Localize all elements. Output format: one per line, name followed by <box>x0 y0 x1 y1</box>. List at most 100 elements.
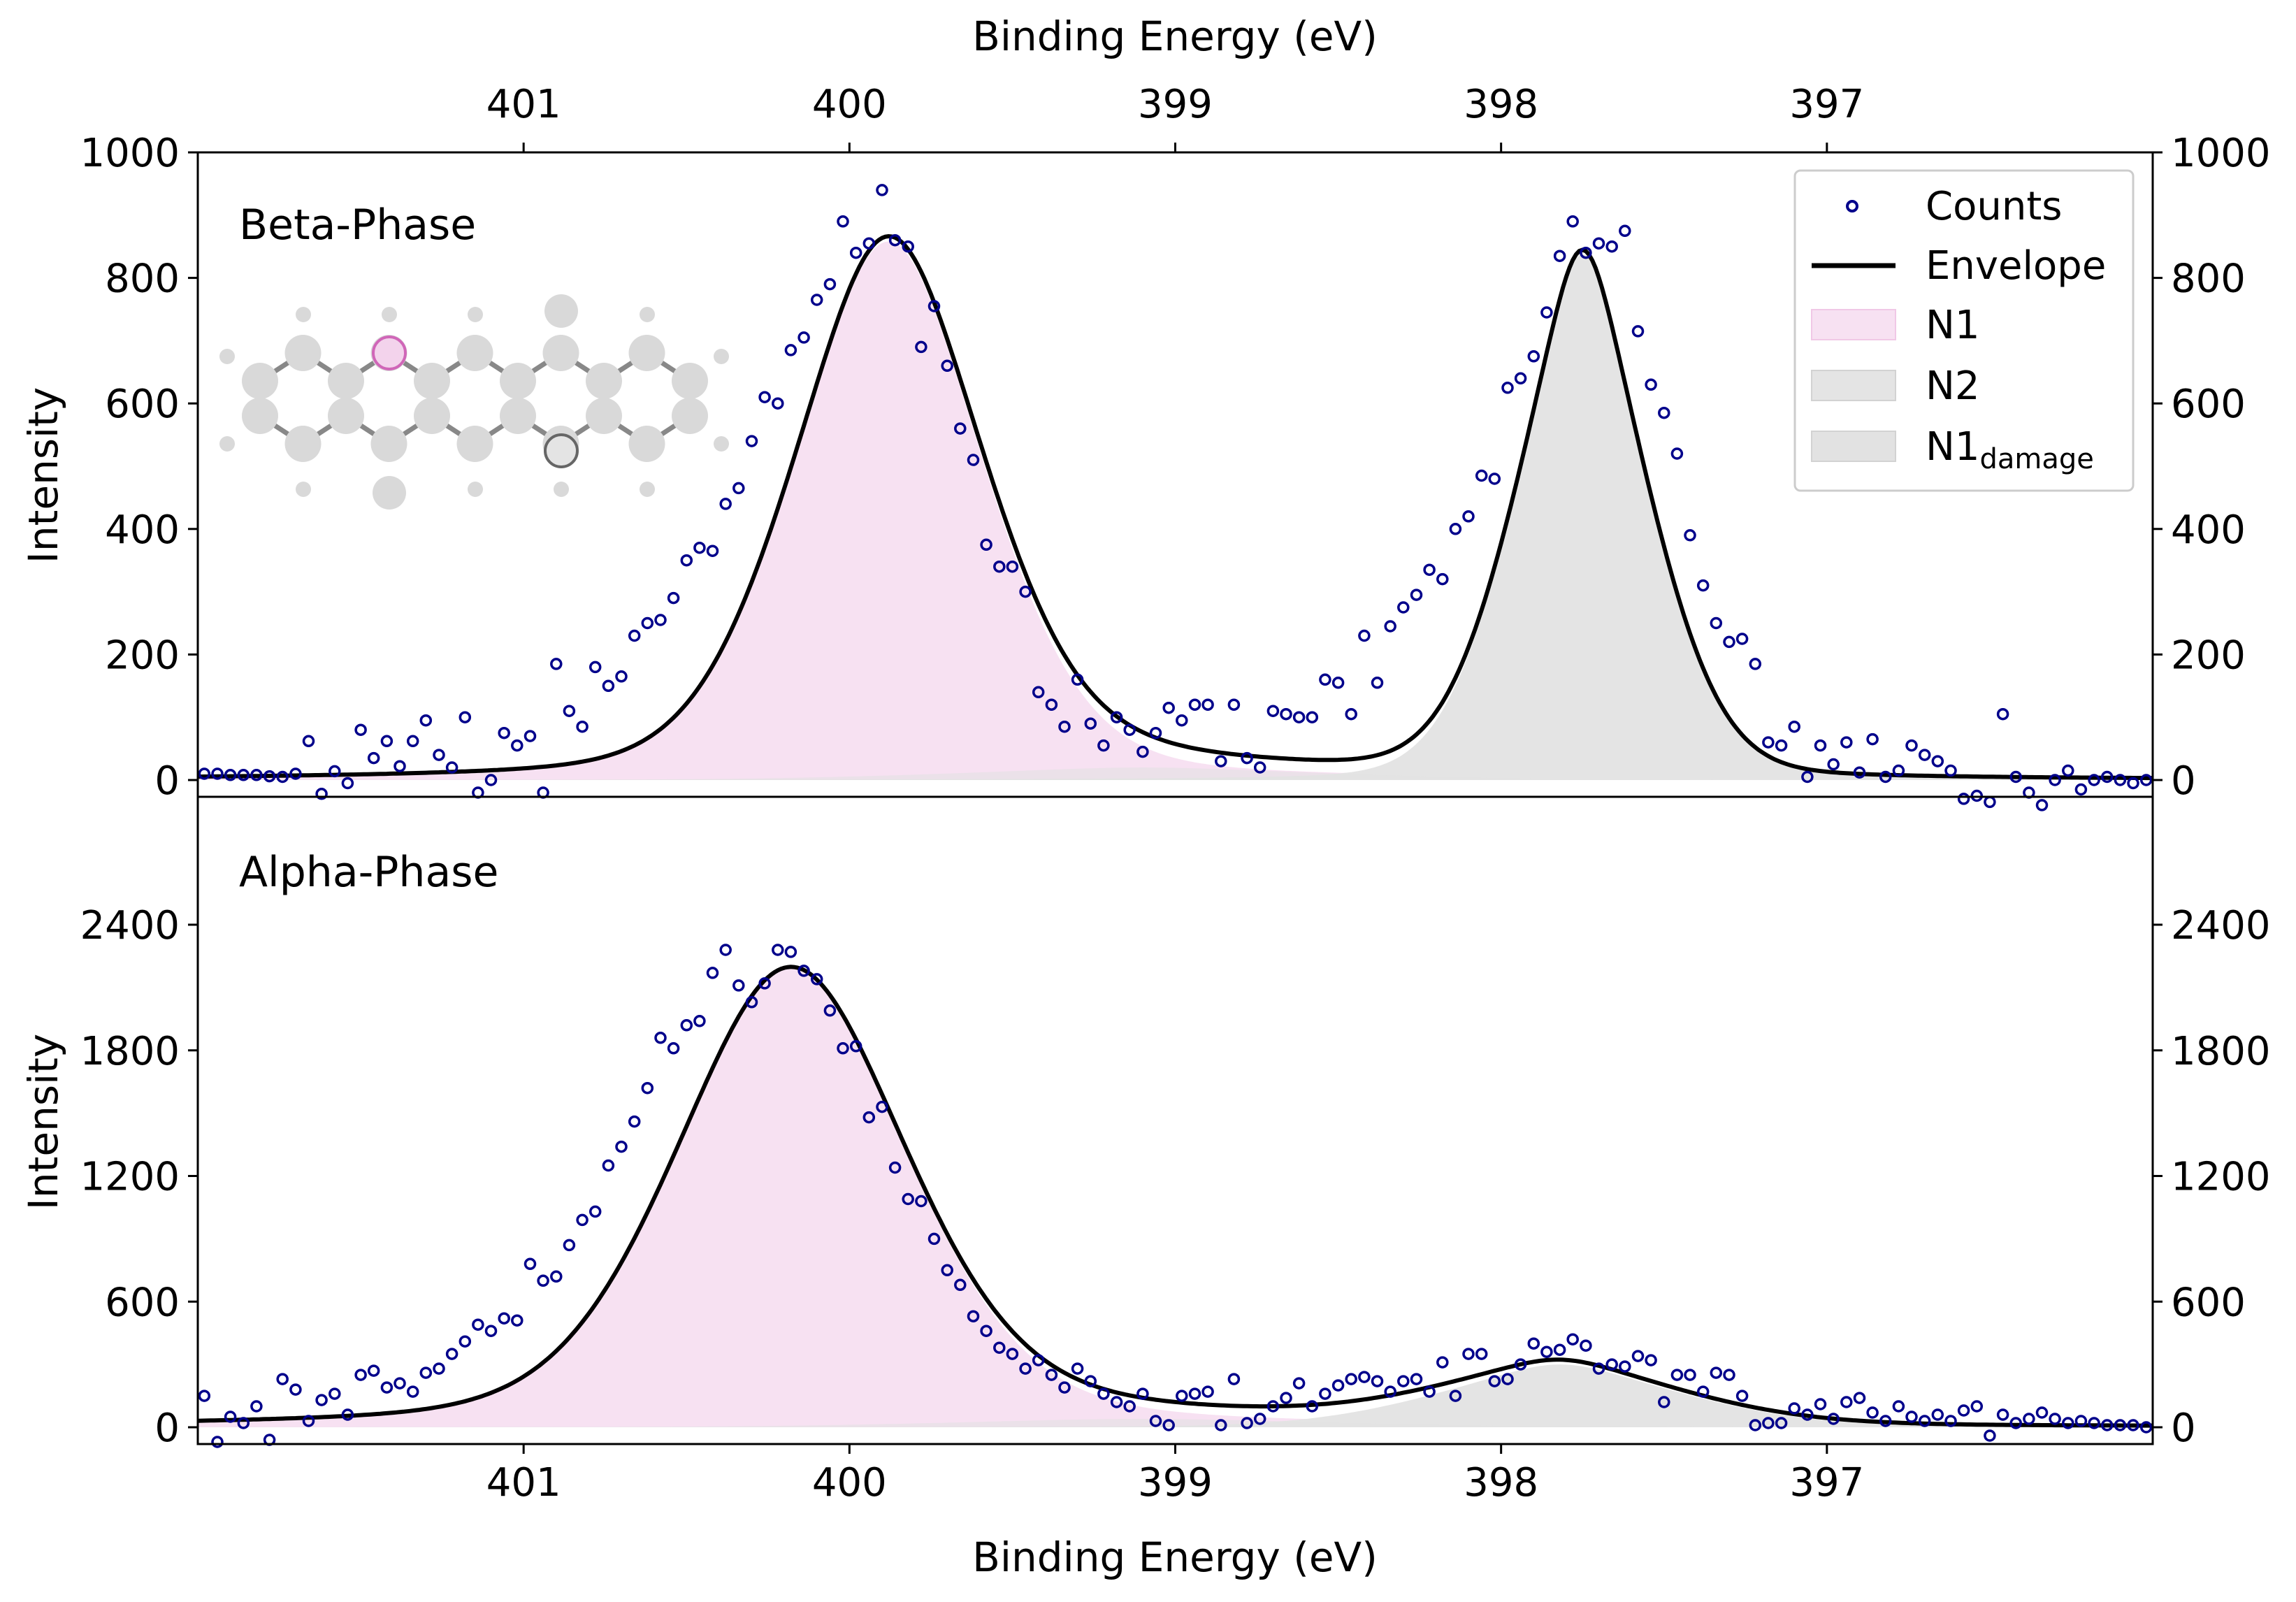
bottom-count-point <box>459 1335 472 1348</box>
top-count-point <box>2088 774 2100 786</box>
top-count-point <box>1619 224 1631 238</box>
bottom-count-point <box>1162 1419 1175 1431</box>
top-count-point <box>849 246 862 259</box>
bottom-count-point <box>2114 1419 2127 1431</box>
bottom-count-point <box>1905 1410 1918 1423</box>
bottom-y-tick-label-right: 1200 <box>2171 1155 2271 1200</box>
top-count-point <box>862 237 876 250</box>
top-count-point <box>1071 673 1084 686</box>
top-count-point <box>641 616 654 630</box>
bottom-count-point <box>772 944 784 956</box>
top-count-point <box>1423 563 1436 576</box>
top-count-point <box>198 767 211 780</box>
bottom-count-point <box>1436 1356 1449 1369</box>
top-count-point <box>1905 739 1918 752</box>
bottom-count-point <box>1918 1415 1931 1427</box>
top-count-point <box>1879 770 1892 784</box>
bottom-count-point <box>1853 1392 1866 1404</box>
top-count-point <box>1566 215 1579 228</box>
molecule-carbon-atom <box>628 426 665 462</box>
top-count-point <box>1488 472 1501 485</box>
molecule-hydrogen-atom <box>296 307 311 322</box>
bottom-count-point <box>589 1205 602 1218</box>
bottom-count-point <box>1788 1402 1800 1415</box>
bottom-count-point <box>1319 1387 1331 1400</box>
top-count-point <box>289 767 302 780</box>
top-count-point <box>837 215 849 228</box>
bottom-count-point <box>1658 1396 1670 1408</box>
bottom-count-point <box>341 1408 354 1421</box>
bottom-count-point <box>1058 1381 1071 1394</box>
top-count-point <box>419 714 433 727</box>
bottom-count-point <box>980 1325 992 1337</box>
top-count-point <box>1215 755 1227 767</box>
top-count-point <box>1918 749 1931 761</box>
bottom-count-point <box>1215 1419 1227 1431</box>
top-count-point <box>1045 698 1058 711</box>
molecule-structure-icon <box>219 294 729 510</box>
bottom-count-point <box>2009 1417 2022 1429</box>
bottom-count-point <box>1931 1408 1944 1421</box>
top-count-point <box>1827 758 1840 771</box>
bottom-count-point <box>1032 1354 1045 1366</box>
top-count-point <box>511 739 524 752</box>
molecule-carbon-atom <box>328 363 364 399</box>
top-count-point <box>1449 523 1462 535</box>
bottom-count-point <box>394 1377 406 1390</box>
bottom-count-point <box>1527 1337 1540 1350</box>
bottom-count-point <box>2139 1421 2153 1434</box>
bottom-count-point <box>1996 1408 2009 1421</box>
bottom-count-point <box>1957 1404 1970 1417</box>
bottom-count-point <box>406 1385 419 1398</box>
bottom-count-point <box>1514 1358 1527 1371</box>
legend-n1-damage-label: N1damage <box>1926 424 2094 475</box>
bottom-count-point <box>641 1081 654 1095</box>
bottom-count-point <box>902 1192 914 1206</box>
top-count-point <box>667 591 680 605</box>
legend-box <box>1793 169 2135 492</box>
top-count-point <box>823 277 837 291</box>
bottom-count-point <box>1892 1400 1905 1413</box>
top-x-tick-label: 398 <box>1464 82 1538 127</box>
top-count-point <box>1084 717 1097 730</box>
top-count-point <box>1032 686 1045 699</box>
top-count-point <box>693 541 706 554</box>
bottom-y-tick-label-left: 0 <box>154 1406 180 1451</box>
bottom-count-point <box>915 1195 927 1208</box>
top-count-point <box>1266 705 1280 717</box>
molecule-carbon-atom <box>500 363 536 399</box>
molecule-hydrogen-atom <box>296 482 311 497</box>
bottom-count-point <box>1331 1379 1345 1392</box>
top-count-point <box>1136 745 1149 758</box>
top-count-point <box>302 735 315 748</box>
bottom-count-point <box>628 1115 641 1128</box>
top-count-point <box>602 679 615 693</box>
top-count-point <box>1710 616 1723 630</box>
molecule-carbon-atom <box>542 335 579 371</box>
top-count-point <box>1123 723 1136 736</box>
bottom-count-point <box>927 1232 941 1246</box>
bottom-count-point <box>237 1417 250 1429</box>
bottom-count-point <box>1449 1390 1462 1402</box>
top-count-point <box>993 560 1006 573</box>
molecule-carbon-atom <box>284 426 322 462</box>
bottom-count-point <box>1280 1392 1292 1404</box>
top-count-point <box>1331 677 1345 689</box>
bottom-count-point <box>719 944 732 956</box>
top-count-point <box>1814 739 1827 752</box>
top-count-point <box>2114 774 2127 786</box>
top-count-point <box>1241 751 1253 765</box>
molecule-carbon-atom <box>586 398 622 434</box>
bottom-panel-title: Alpha-Phase <box>239 848 498 897</box>
top-n2-component-fill <box>198 254 2153 780</box>
top-count-point <box>380 735 394 748</box>
bottom-count-point <box>2088 1417 2100 1429</box>
top-count-point <box>1292 711 1306 723</box>
bottom-count-point <box>1631 1350 1645 1362</box>
molecule-carbon-atom <box>370 426 407 462</box>
bottom-count-point <box>445 1348 459 1360</box>
top-count-point <box>1501 382 1514 394</box>
top-count-point <box>1853 766 1866 779</box>
bottom-count-point <box>667 1042 680 1055</box>
bottom-envelope-line <box>197 965 2153 1428</box>
